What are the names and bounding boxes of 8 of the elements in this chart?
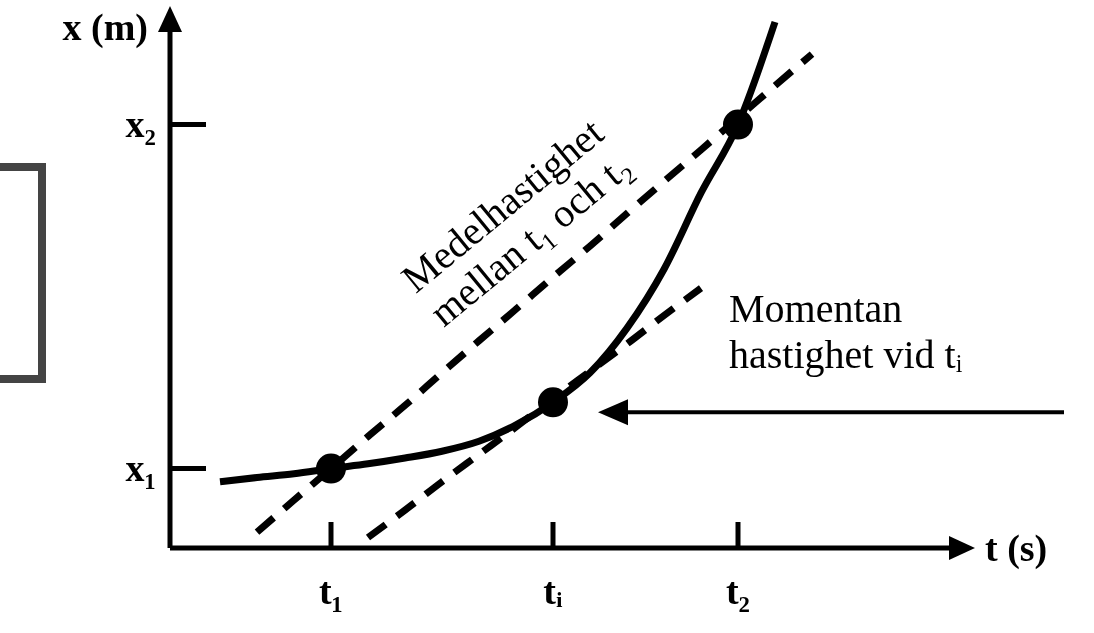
annotation: Momentan hastighet vid tᵢ bbox=[729, 286, 963, 378]
y-axis-title: x (m) bbox=[62, 6, 148, 49]
x-tick-label: t₁ bbox=[318, 570, 344, 612]
text: x₁ bbox=[125, 446, 156, 489]
x-tick-label: tᵢ bbox=[543, 570, 563, 612]
x-tick-label: t₂ bbox=[725, 570, 751, 612]
x-axis-title: t (s) bbox=[985, 527, 1048, 570]
text: x₂ bbox=[125, 102, 156, 145]
